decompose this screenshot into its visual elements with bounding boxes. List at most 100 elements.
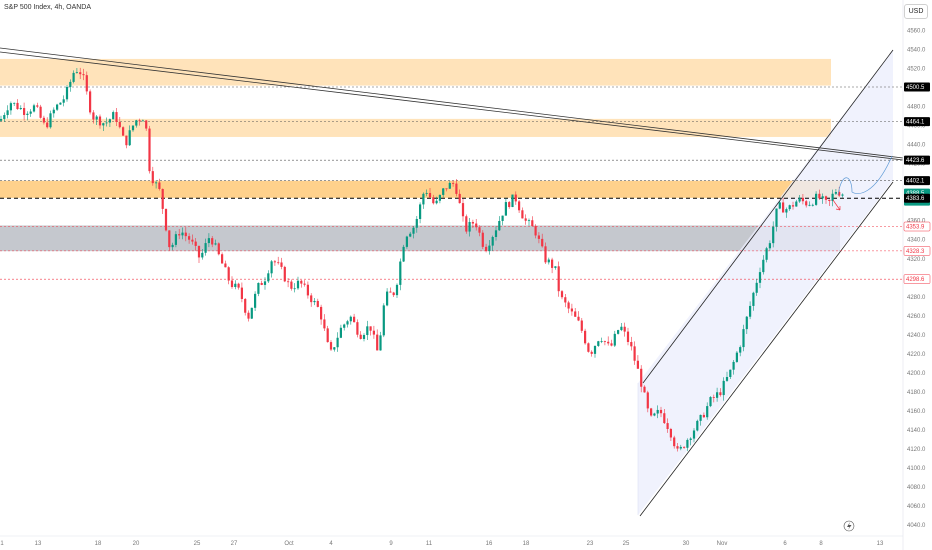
- candle-body: [184, 232, 187, 237]
- candle-body: [735, 352, 738, 362]
- y-tick-label: 4520.0: [907, 66, 926, 72]
- price-label-text: 4464.1: [906, 120, 925, 126]
- candle-body: [518, 201, 521, 211]
- candle-body: [607, 341, 610, 344]
- candle-body: [679, 446, 682, 449]
- candle-body: [798, 197, 801, 202]
- candle-body: [501, 215, 504, 221]
- candle-body: [356, 322, 359, 335]
- candle-body: [461, 203, 465, 217]
- candle-body: [382, 305, 385, 336]
- candle-body: [257, 282, 260, 294]
- candle-body: [287, 281, 290, 283]
- candle-body: [349, 316, 352, 322]
- candle-body: [135, 120, 138, 126]
- currency-button[interactable]: USD: [904, 4, 928, 19]
- candle-body: [188, 236, 191, 240]
- candle-body: [808, 204, 811, 206]
- price-label-text: 4402.1: [906, 179, 925, 185]
- candle-body: [620, 326, 623, 331]
- candle-body: [112, 112, 115, 120]
- candle-body: [79, 72, 82, 75]
- candle-body: [452, 182, 455, 184]
- candle-body: [346, 321, 349, 325]
- candle-body: [92, 112, 95, 120]
- candle-body: [141, 120, 144, 122]
- candle-body: [419, 204, 422, 219]
- candle-body: [485, 246, 488, 252]
- candle-body: [633, 346, 636, 361]
- candle-body: [227, 267, 230, 281]
- candle-body: [191, 239, 194, 242]
- candle-body: [201, 252, 204, 258]
- candle-body: [59, 102, 62, 105]
- candle-body: [775, 208, 778, 227]
- candle-body: [640, 368, 643, 387]
- y-tick-label: 4560.0: [907, 28, 926, 34]
- price-label-text: 4500.5: [906, 85, 925, 91]
- candle-body: [122, 127, 125, 136]
- candle-body: [557, 266, 560, 292]
- candle-body: [653, 413, 656, 416]
- price-label-text: 4353.9: [906, 225, 925, 231]
- candle-body: [650, 408, 653, 416]
- candle-body: [643, 386, 646, 393]
- candle-body: [524, 218, 527, 221]
- channel-lower-line: [639, 181, 894, 517]
- candle-body: [580, 320, 583, 331]
- candle-body: [29, 111, 32, 114]
- candle-body: [395, 284, 399, 296]
- candle-body: [62, 99, 65, 103]
- candle-body: [706, 406, 709, 418]
- x-tick-label: Nov: [717, 541, 728, 547]
- candle-body: [432, 197, 435, 204]
- candle-body: [587, 343, 590, 352]
- candle-body: [221, 254, 224, 264]
- candle-body: [584, 330, 587, 344]
- x-tick-label: 23: [587, 541, 594, 547]
- candle-body: [498, 220, 501, 231]
- x-tick-label: 18: [523, 541, 530, 547]
- candle-body: [72, 72, 75, 82]
- candle-body: [491, 236, 494, 246]
- candle-body: [824, 196, 828, 200]
- price-label-text: 4298.6: [906, 277, 925, 283]
- candle-body: [818, 193, 821, 199]
- lightning-icon[interactable]: [843, 520, 855, 532]
- candle-body: [296, 280, 300, 289]
- candle-body: [428, 192, 432, 198]
- candle-body: [399, 261, 402, 285]
- x-tick-label: 9: [389, 541, 393, 547]
- candle-body: [52, 109, 55, 114]
- candle-body: [353, 316, 356, 323]
- candle-body: [508, 202, 511, 208]
- candle-body: [247, 312, 250, 319]
- y-tick-label: 4340.0: [907, 238, 926, 244]
- candle-body: [821, 196, 824, 199]
- candle-body: [270, 261, 273, 274]
- y-tick-label: 4440.0: [907, 143, 926, 149]
- candle-body: [560, 291, 564, 298]
- y-tick-label: 4220.0: [907, 352, 926, 358]
- candle-body: [791, 205, 795, 207]
- candle-body: [306, 284, 309, 296]
- x-tick-label: Oct: [284, 541, 294, 547]
- zone-0: [0, 58, 831, 86]
- candle-body: [148, 128, 151, 172]
- candle-body: [521, 210, 524, 219]
- candle-body: [405, 236, 408, 247]
- candle-body: [9, 103, 12, 111]
- candle-body: [343, 324, 346, 328]
- candle-body: [811, 204, 814, 206]
- pullback-arrow-path: [832, 199, 841, 211]
- y-tick-label: 4060.0: [907, 504, 926, 510]
- candle-body: [458, 193, 461, 204]
- candle-body: [593, 345, 597, 354]
- candle-body: [65, 86, 69, 100]
- candle-body: [531, 220, 534, 227]
- candle-body: [26, 113, 29, 115]
- candle-body: [293, 288, 296, 290]
- candle-body: [250, 307, 253, 319]
- candle-body: [3, 115, 6, 119]
